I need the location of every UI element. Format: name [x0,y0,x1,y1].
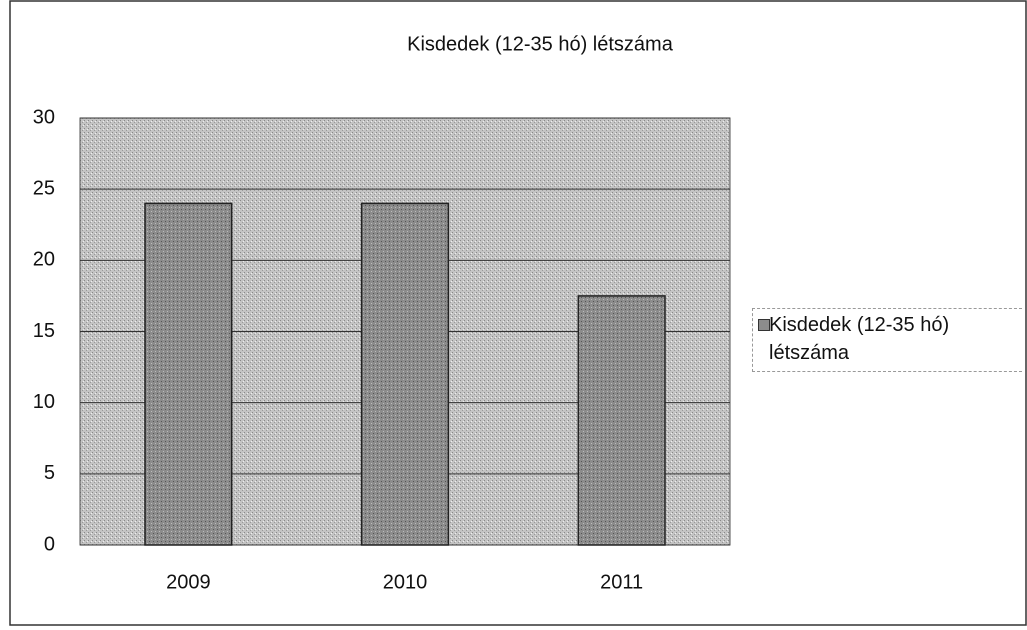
chart-border [9,0,1027,626]
y-tick-label: 10 [33,391,55,413]
legend: Kisdedek (12-35 hó) létszáma [752,308,1022,372]
y-tick-label: 15 [33,320,55,342]
y-tick-label: 5 [44,462,55,484]
y-tick-label: 0 [44,533,55,555]
y-tick-label: 20 [33,249,55,271]
x-tick-label: 2011 [600,571,643,593]
x-tick-label: 2009 [166,571,211,593]
x-tick-label: 2010 [383,571,428,593]
y-tick-label: 30 [33,106,55,128]
legend-swatch [758,319,770,331]
bar [577,295,666,546]
bar [144,202,233,546]
y-tick-label: 25 [33,177,55,199]
legend-label: Kisdedek (12-35 hó) létszáma [769,314,950,364]
chart-title: Kisdedek (12-35 hó) létszáma [407,33,674,55]
bar [360,202,450,546]
